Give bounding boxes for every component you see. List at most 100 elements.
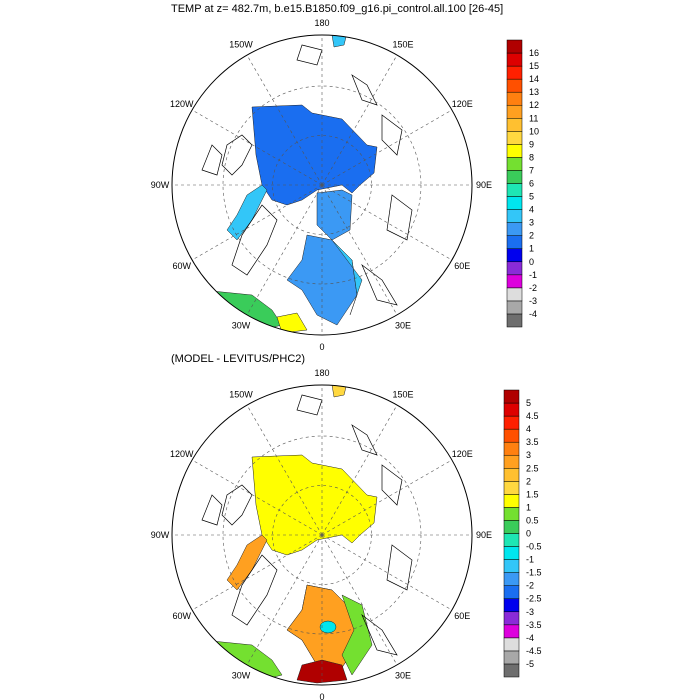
colorbar-swatch xyxy=(503,598,520,613)
colorbar-level: 3 xyxy=(526,450,531,460)
colorbar-swatch xyxy=(506,300,523,315)
coastline-0 xyxy=(221,484,253,526)
meridian-line xyxy=(321,534,453,611)
colorbar-level: 16 xyxy=(529,48,539,58)
colorbar-swatch xyxy=(503,415,520,430)
colorbar-level: 1 xyxy=(529,244,534,254)
colorbar-level: 1 xyxy=(526,502,531,512)
region-baffin-bay xyxy=(226,184,268,241)
main-title: TEMP at z= 482.7m, b.e15.B1850.f09_g16.p… xyxy=(171,3,504,15)
lon-label-150E: 150E xyxy=(392,40,413,50)
coastline-4 xyxy=(381,464,403,506)
colorbar-swatch xyxy=(503,494,520,508)
colorbar-level: 8 xyxy=(529,152,534,162)
colorbar-difference: -5 -4.5 -4 -3.5 -3 -2.5 -2 -1.5 -1 -0.5 0 0.5 1 1.5 2 2… xyxy=(503,389,542,678)
colorbar-level: 15 xyxy=(529,61,539,71)
coastline-6 xyxy=(361,263,398,306)
lon-label-90E: 90E xyxy=(476,180,492,190)
colorbar-level: 3.5 xyxy=(526,437,539,447)
colorbar-level: 9 xyxy=(529,139,534,149)
meridian-line xyxy=(191,109,323,186)
colorbar-level: -1.5 xyxy=(526,568,542,578)
coastline-6 xyxy=(361,613,398,656)
lon-label-180: 180 xyxy=(314,18,329,28)
coastline-2 xyxy=(231,554,278,626)
colorbar-level: 5 xyxy=(529,192,534,202)
colorbar-swatch xyxy=(503,402,520,417)
lon-label-120E: 120E xyxy=(452,449,473,459)
colorbar-swatch xyxy=(503,546,520,560)
colorbar-level: 6 xyxy=(529,179,534,189)
colorbar-swatch xyxy=(506,222,523,236)
colorbar-swatch xyxy=(506,274,523,289)
colorbar-swatch xyxy=(503,650,520,665)
colorbar-swatch xyxy=(506,118,523,132)
colorbar-level: 2 xyxy=(529,231,534,241)
colorbar-level: -3 xyxy=(529,296,537,306)
region-norwegian-slope xyxy=(341,594,373,676)
coastline-3 xyxy=(351,74,378,106)
coastline-1 xyxy=(201,494,223,526)
lon-label-30W: 30W xyxy=(232,320,251,330)
meridian-line xyxy=(321,109,453,186)
meridian-line xyxy=(191,184,323,261)
colorbar-level: -5 xyxy=(526,659,534,669)
coastline-3 xyxy=(351,424,378,456)
colorbar-level: 5 xyxy=(526,398,531,408)
colorbar-swatch xyxy=(503,520,520,534)
lon-label-150W: 150W xyxy=(229,40,253,50)
colorbar-level: -1 xyxy=(529,270,537,280)
colorbar-level: -2.5 xyxy=(526,594,542,604)
colorbar-level: -2 xyxy=(526,581,534,591)
colorbar-swatch xyxy=(506,183,523,197)
colorbar-level: -1 xyxy=(526,555,534,565)
colorbar-swatch xyxy=(506,313,523,328)
coastline-5 xyxy=(386,544,413,591)
colorbar-level: -3.5 xyxy=(526,620,542,630)
region-north-atlantic xyxy=(276,312,308,334)
meridian-line xyxy=(246,404,323,536)
meridian-line xyxy=(191,459,323,536)
meridian-line xyxy=(321,459,453,536)
colorbar-level: -0.5 xyxy=(526,542,542,552)
colorbar-swatch xyxy=(506,170,523,184)
colorbar-level: -3 xyxy=(526,607,534,617)
lon-label-120W: 120W xyxy=(170,99,194,109)
meridian-line xyxy=(191,534,323,611)
map-content xyxy=(172,35,472,335)
meridian-line xyxy=(321,54,398,186)
colorbar-level: 10 xyxy=(529,126,539,136)
region-norwegian-sea xyxy=(331,239,363,316)
lon-label-30E: 30E xyxy=(395,670,411,680)
coastline-5 xyxy=(386,194,413,241)
lon-label-90E: 90E xyxy=(476,530,492,540)
colorbar-level: 11 xyxy=(529,113,538,123)
colorbar-swatch xyxy=(506,248,523,263)
colorbar-swatch xyxy=(506,39,523,54)
map-panel-difference: 180 150E 120E 90E 60E 30E 0 30W 60W 90W 120W 150W -5… xyxy=(151,368,542,700)
lon-label-60W: 60W xyxy=(172,261,191,271)
meridian-line xyxy=(321,404,398,536)
lon-label-180: 180 xyxy=(314,368,329,378)
panel-subtitle: (MODEL - LEVITUS/PHC2) xyxy=(171,353,306,365)
colorbar-swatch xyxy=(503,468,520,482)
meridian-line xyxy=(321,184,453,261)
colorbar-swatch xyxy=(506,52,523,67)
coastline-7 xyxy=(296,44,323,66)
lon-label-60E: 60E xyxy=(454,261,470,271)
colorbar-level: 4 xyxy=(529,205,534,215)
colorbar-swatch xyxy=(506,209,523,223)
map-panel-temperature: 180150E120E90E60E30E030W60W90W120W150W-4… xyxy=(151,18,539,352)
lon-label-90W: 90W xyxy=(151,530,170,540)
colorbar-swatch xyxy=(506,91,523,106)
coastline-1 xyxy=(201,144,223,176)
region-iceland-basin xyxy=(296,659,348,684)
colorbar-level: 4 xyxy=(526,424,531,434)
colorbar-level: 0 xyxy=(529,257,534,267)
colorbar-swatch xyxy=(506,144,523,158)
region-central-arctic xyxy=(251,454,378,556)
colorbar-swatch xyxy=(503,585,520,599)
colorbar-swatch xyxy=(506,131,523,145)
